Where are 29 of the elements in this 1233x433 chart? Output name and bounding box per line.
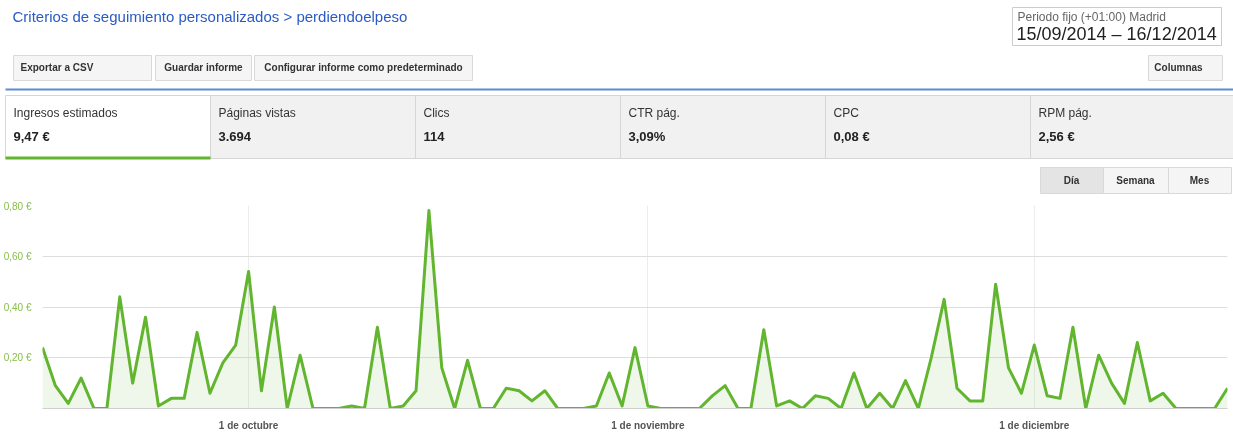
text: 2,56 € bbox=[1038, 129, 1075, 144]
text: Columnas bbox=[1154, 62, 1204, 73]
text: Páginas vistas bbox=[218, 105, 296, 120]
text: Ingresos estimados bbox=[13, 105, 118, 120]
text: Día bbox=[1063, 175, 1080, 186]
y-tick-label: 0,60 € bbox=[3, 250, 32, 262]
text: Clics bbox=[423, 105, 450, 120]
text: CPC bbox=[833, 105, 860, 120]
y-tick-label: 0,80 € bbox=[3, 200, 32, 212]
text: 15/09/2014 – 16/12/2014 bbox=[1016, 23, 1217, 44]
y-tick-label: 0,40 € bbox=[3, 301, 32, 313]
text: RPM pág. bbox=[1038, 105, 1092, 120]
chart-title: Criterios de seguimiento personalizados > perdiendoelpeso bbox=[12, 8, 408, 25]
text: 0,08 € bbox=[833, 129, 870, 144]
text: 3.694 bbox=[218, 129, 252, 144]
text: Guardar informe bbox=[164, 62, 244, 73]
text: Configurar informe como predeterminado bbox=[264, 62, 463, 73]
text: Periodo fijo (+01:00) Madrid bbox=[1017, 9, 1166, 24]
text: 9,47 € bbox=[13, 129, 50, 144]
text: Semana bbox=[1116, 175, 1156, 186]
x-tick-label: 1 de noviembre bbox=[611, 419, 685, 431]
text: 114 bbox=[423, 129, 446, 144]
text: 3,09% bbox=[628, 129, 666, 144]
text: CTR pág. bbox=[628, 105, 680, 120]
text: Exportar a CSV bbox=[20, 62, 94, 73]
text: Mes bbox=[1189, 175, 1210, 186]
x-tick-label: 1 de diciembre bbox=[999, 419, 1070, 431]
x-tick-label: 1 de octubre bbox=[218, 419, 279, 431]
y-tick-label: 0,20 € bbox=[3, 352, 32, 364]
